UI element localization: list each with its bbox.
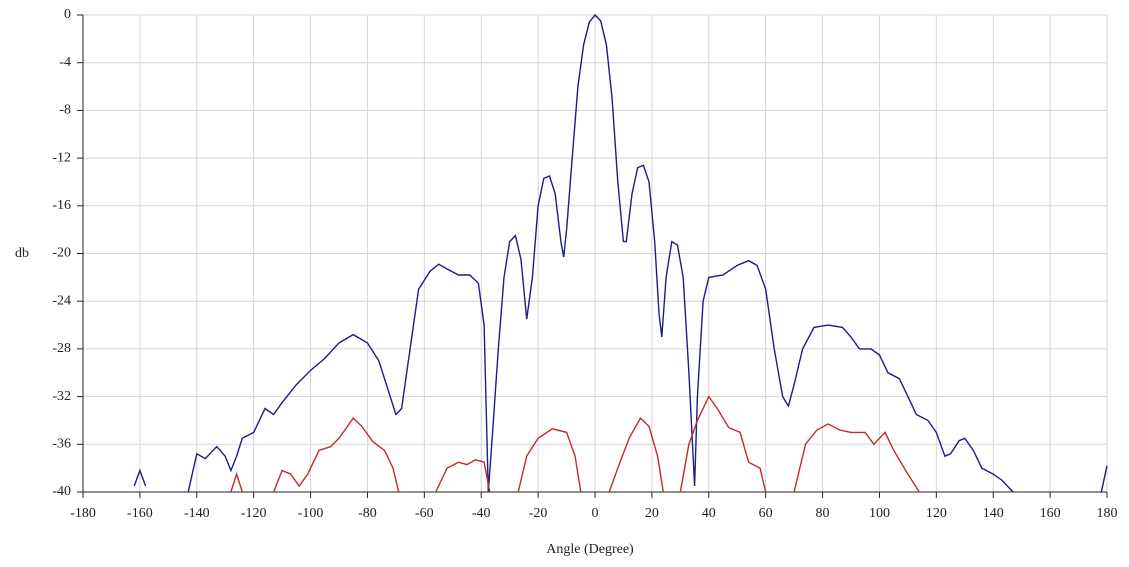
y-tick-label: -8 <box>59 103 71 118</box>
x-tick-label: -60 <box>415 506 434 521</box>
x-tick-label: 160 <box>1040 506 1061 521</box>
y-axis-label: db <box>15 246 29 261</box>
y-tick-label: -12 <box>52 150 71 165</box>
data-line <box>679 395 767 493</box>
x-tick-label: -100 <box>298 506 324 521</box>
x-tick-label: -120 <box>241 506 267 521</box>
data-line <box>517 428 582 493</box>
data-line <box>1100 465 1108 493</box>
data-line <box>272 417 400 493</box>
x-tick-label: 60 <box>759 506 773 521</box>
x-tick-label: 0 <box>592 506 599 521</box>
x-tick-label: -40 <box>472 506 491 521</box>
x-tick-label: 140 <box>983 506 1004 521</box>
y-tick-label: -20 <box>52 246 71 261</box>
x-tick-label: 40 <box>702 506 716 521</box>
y-tick-label: -4 <box>59 55 71 70</box>
x-tick-label: -20 <box>529 506 548 521</box>
y-tick-label: -32 <box>52 389 71 404</box>
y-tick-label: -24 <box>52 293 71 308</box>
data-line <box>230 471 243 493</box>
x-axis-label: Angle (Degree) <box>546 542 634 557</box>
y-tick-label: -28 <box>52 341 71 356</box>
y-tick-label: 0 <box>64 7 71 22</box>
data-line <box>187 13 1014 493</box>
x-tick-label: 80 <box>816 506 830 521</box>
y-tick-label: -16 <box>52 198 71 213</box>
x-tick-label: -80 <box>358 506 377 521</box>
x-tick-label: 180 <box>1097 506 1118 521</box>
x-tick-label: -140 <box>184 506 210 521</box>
data-line <box>793 423 920 493</box>
data-line <box>435 459 491 493</box>
x-tick-label: 120 <box>926 506 947 521</box>
x-tick-label: -180 <box>70 506 96 521</box>
x-tick-label: 100 <box>869 506 890 521</box>
x-tick-label: 20 <box>645 506 659 521</box>
data-line <box>133 468 147 487</box>
x-tick-label: -160 <box>127 506 153 521</box>
y-tick-label: -40 <box>52 484 71 499</box>
data-line <box>608 416 664 493</box>
y-tick-label: -36 <box>52 437 71 452</box>
